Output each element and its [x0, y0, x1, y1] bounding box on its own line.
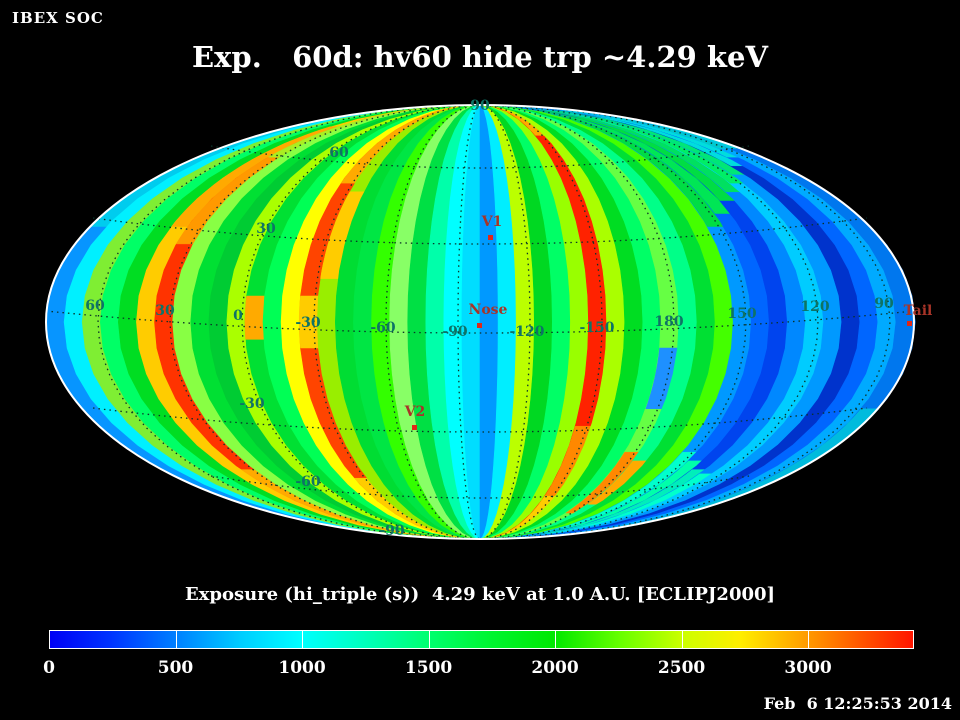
- colorbar-tick-label: 500: [157, 658, 194, 678]
- colorbar-tick-line: [302, 631, 304, 648]
- parallel-line: [210, 475, 750, 499]
- plot-caption: Exposure (hi_triple (s)) 4.29 keV at 1.0…: [184, 584, 776, 605]
- marker-dot: [488, 235, 493, 240]
- timestamp: Feb 6 12:25:53 2014: [763, 694, 952, 713]
- latitude-label: 30: [256, 221, 276, 237]
- longitude-label: -60: [370, 320, 396, 336]
- colorbar-tick-label: 2500: [657, 658, 706, 678]
- parallel-line: [210, 145, 750, 169]
- longitude-label: 0: [233, 308, 243, 324]
- meridian-line: [313, 104, 475, 540]
- map-outline: [45, 104, 915, 540]
- parallel-line: [45, 310, 915, 334]
- longitude-label: -30: [295, 315, 321, 331]
- latitude-label: 60: [329, 145, 349, 161]
- latitude-label: 90: [470, 98, 490, 114]
- longitude-label: 30: [155, 303, 175, 319]
- marker-dot: [907, 321, 912, 326]
- colorbar-tick-label: 1000: [278, 658, 326, 678]
- meridian-line: [457, 104, 480, 540]
- graticule: [45, 104, 915, 540]
- latitude-label: -30: [239, 396, 265, 412]
- marker-dot: [477, 323, 482, 328]
- longitude-label: 60: [85, 298, 105, 314]
- longitude-label: -90: [442, 324, 468, 340]
- exposure-stripes: [45, 104, 916, 540]
- meridian-line: [241, 104, 473, 540]
- latitude-label: -60: [295, 474, 321, 490]
- colorbar-tick-line: [808, 631, 810, 648]
- marker-label: Tail: [904, 303, 933, 319]
- marker-label: V2: [404, 404, 426, 420]
- longitude-label: 180: [654, 314, 683, 330]
- colorbar-tick-line: [175, 631, 177, 648]
- colorbar-tick-line: [681, 631, 683, 648]
- colorbar-tick-line: [428, 631, 430, 648]
- grid-labels: 90 60 30 -30 -60 -90 60 30 0 -30 -60 -90 -120 -150 180…: [85, 98, 894, 539]
- colorbar-tick-label: 2000: [531, 658, 579, 678]
- marker-label: Nose: [469, 302, 508, 318]
- sky-map: 90 60 30 -30 -60 -90 60 30 0 -30 -60 -90 -120 -150 180…: [45, 98, 933, 540]
- exposure-stripe-block: [244, 295, 267, 340]
- marker-label: V1: [481, 214, 503, 230]
- marker-dot: [412, 425, 417, 430]
- meridian-line: [169, 104, 471, 540]
- colorbar-tick-label: 0: [43, 658, 55, 678]
- longitude-label: 120: [800, 299, 829, 315]
- parallel-line: [92, 217, 868, 245]
- colorbar: [49, 630, 914, 649]
- longitude-label: -120: [509, 324, 544, 340]
- app-brand: IBEX SOC: [12, 9, 104, 27]
- colorbar-tick-line: [555, 631, 557, 648]
- colorbar-tick-label: 3000: [784, 658, 832, 678]
- longitude-label: -150: [579, 320, 614, 336]
- direction-markers: V1 Nose V2 Tail: [404, 214, 933, 430]
- parallel-line: [92, 407, 868, 433]
- colorbar-tick-label: 1500: [404, 658, 453, 678]
- plot-title: Exp. 60d: hv60 hide trp ~4.29 keV: [192, 40, 768, 74]
- longitude-label: 150: [727, 306, 756, 322]
- latitude-label: -90: [379, 523, 405, 539]
- longitude-label: 90: [874, 296, 894, 312]
